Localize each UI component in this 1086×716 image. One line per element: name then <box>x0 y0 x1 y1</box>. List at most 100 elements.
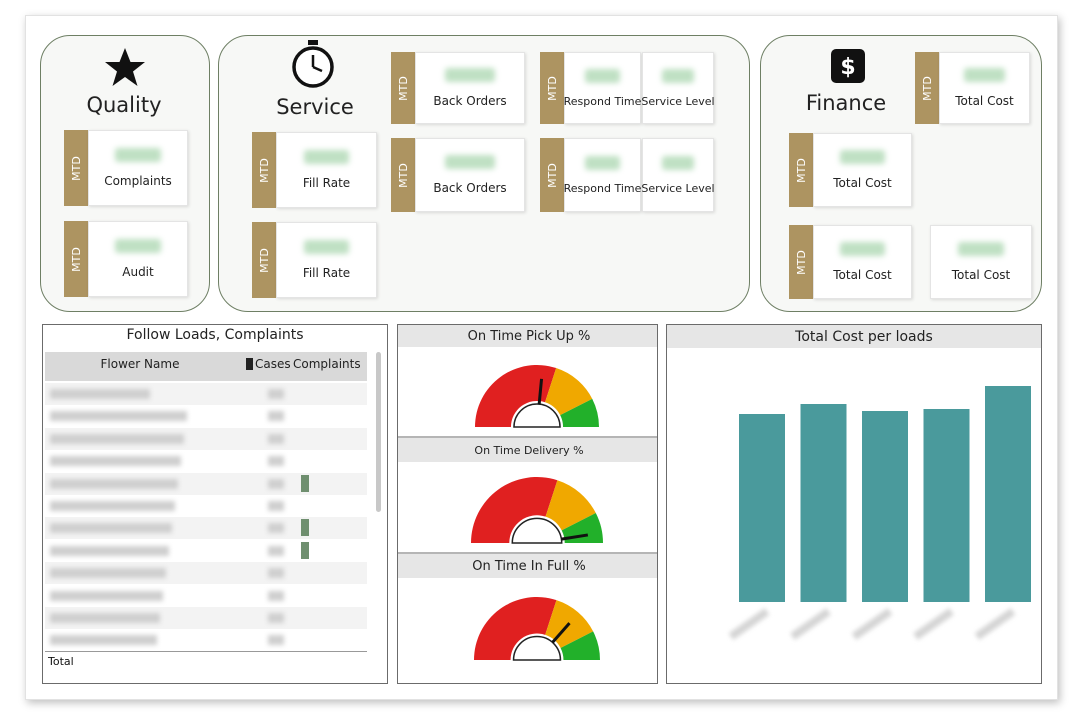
dollar-sign: $ <box>840 55 855 80</box>
gauge-title: On Time Pick Up % <box>468 329 591 344</box>
blurred-cell <box>50 501 175 511</box>
kpi-value-blurred <box>115 239 161 253</box>
blurred-cell <box>268 501 284 511</box>
kpi-value-blurred <box>445 155 495 169</box>
kpi-label: Complaints <box>104 174 172 188</box>
gauge-title-bar <box>398 554 657 578</box>
star-shape <box>105 48 145 86</box>
stopwatch-icon <box>292 40 334 88</box>
kpi-card: Total Cost <box>813 225 912 299</box>
kpi-card: Back Orders <box>415 52 525 124</box>
kpi-value-blurred <box>115 148 161 162</box>
gauge-hub <box>513 403 561 428</box>
kpi-tag: MTD <box>540 138 564 212</box>
kpi-tag-text: MTD <box>257 157 271 183</box>
cost-chart-panel <box>666 324 1042 684</box>
kpi-label: Fill Rate <box>302 176 351 190</box>
kpi-tag-text: MTD <box>396 162 410 188</box>
blurred-cell <box>268 389 284 399</box>
blurred-cell <box>50 613 160 623</box>
kpi-card: Total Cost <box>813 133 912 207</box>
blurred-cell <box>50 523 172 534</box>
kpi-value-blurred <box>585 68 620 83</box>
blurred-cell <box>50 635 157 646</box>
kpi-label: Total Cost <box>833 268 892 282</box>
blurred-axis-label <box>728 608 770 640</box>
blurred-cell <box>50 411 187 422</box>
kpi-label: Service Level <box>641 181 715 195</box>
blurred-cell <box>50 590 163 601</box>
kpi-card: Service Level <box>641 52 715 124</box>
sort-icon <box>246 358 253 370</box>
kpi-value-blurred <box>958 242 1004 256</box>
kpi-tag: MTD <box>789 225 813 299</box>
total-divider <box>45 651 367 652</box>
kpi-tag-text: MTD <box>69 155 83 181</box>
dollar-box <box>831 49 865 83</box>
gauge-title: On Time In Full % <box>472 559 585 574</box>
kpi-card: Audit <box>88 221 188 297</box>
kpi-value-blurred <box>964 68 1005 82</box>
stopwatch-hand <box>312 65 323 73</box>
blurred-axis-label <box>851 608 893 640</box>
kpi-value-blurred <box>661 68 695 83</box>
table-row-stripe <box>45 607 367 629</box>
gauge-hub <box>511 517 563 544</box>
scrollbar <box>376 352 381 512</box>
blurred-cell <box>50 478 178 489</box>
bar <box>923 409 970 602</box>
kpi-tag: MTD <box>252 132 276 208</box>
gauge-band <box>474 597 557 660</box>
complaint-bar <box>301 474 309 492</box>
blurred-axis-label <box>974 608 1016 640</box>
kpi-label: Audit <box>122 265 154 279</box>
column-header: Complaints <box>293 357 361 371</box>
kpi-card: Fill Rate <box>276 132 377 208</box>
chart-title: Total Cost per loads <box>794 329 933 345</box>
kpi-label: Back Orders <box>433 94 507 108</box>
table-title: Follow Loads, Complaints <box>126 327 304 343</box>
blurred-cell <box>268 545 284 556</box>
gauge-title-bar <box>398 438 657 462</box>
blurred-cell <box>268 433 284 444</box>
section-title: Finance <box>805 91 887 115</box>
blurred-cell <box>268 590 284 601</box>
kpi-value-blurred <box>840 150 885 164</box>
table-header <box>45 352 367 381</box>
kpi-tag: MTD <box>915 52 939 124</box>
kpi-tag-text: MTD <box>396 75 410 101</box>
kpi-tag-text: MTD <box>69 246 83 272</box>
kpi-tag-text: MTD <box>545 162 559 188</box>
table-total: Total <box>48 655 74 668</box>
table-row-stripe <box>45 562 367 585</box>
kpi-card: Total Cost <box>939 52 1030 124</box>
kpi-label: Total Cost <box>955 94 1014 108</box>
kpi-card: Total Cost <box>930 225 1032 299</box>
kpi-card: Fill Rate <box>276 222 377 298</box>
bar <box>985 386 1031 602</box>
kpi-card: Back Orders <box>415 138 525 212</box>
chart-title-bar <box>667 325 1041 348</box>
blurred-cell <box>268 478 284 489</box>
kpi-tag-text: MTD <box>794 249 808 275</box>
dollar-icon: $ <box>831 49 865 83</box>
kpi-value-blurred <box>840 242 885 256</box>
section-title: Service <box>276 95 354 119</box>
table-row-stripe <box>45 427 367 450</box>
gauge-band <box>560 631 600 660</box>
kpi-tag-text: MTD <box>257 247 271 273</box>
gauge-needle <box>561 533 589 541</box>
kpi-card: Complaints <box>88 130 188 206</box>
kpi-tag-text: MTD <box>920 75 934 101</box>
kpi-tag: MTD <box>540 52 564 124</box>
gauge-band <box>471 476 558 543</box>
kpi-value-blurred <box>445 68 495 82</box>
table-row-stripe <box>45 517 367 540</box>
blurred-cell <box>50 389 150 399</box>
section-title: Quality <box>86 93 162 117</box>
gauge-band <box>545 368 593 416</box>
kpi-tag: MTD <box>64 221 88 297</box>
blurred-cell <box>268 523 284 534</box>
kpi-label: Back Orders <box>433 181 507 195</box>
